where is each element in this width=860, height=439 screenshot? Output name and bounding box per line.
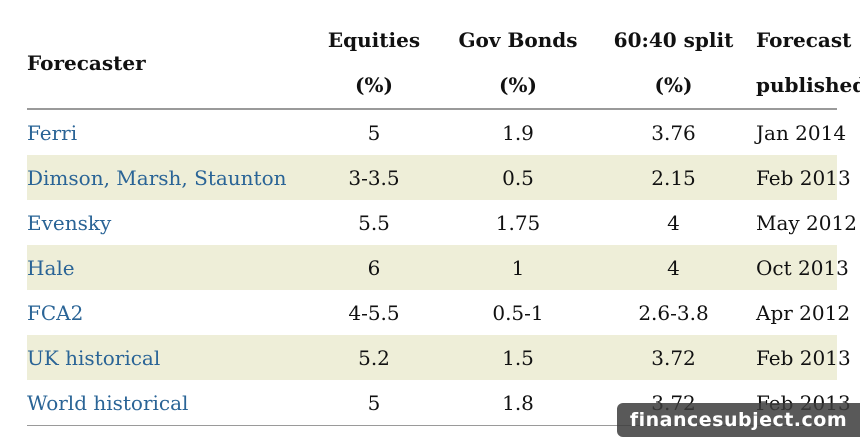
header-gov-bonds-line2: (%)	[499, 73, 537, 97]
table-row: Ferri 5 1.9 3.76 Jan 2014	[27, 109, 847, 155]
gov-bonds-cell: 1	[511, 255, 525, 280]
header-split: 60:40 split (%)	[591, 18, 756, 109]
published-cell: Feb 2013	[756, 345, 851, 370]
table-row: Hale 6 1 4 Oct 2013	[27, 245, 849, 290]
site-watermark: financesubject.com	[617, 403, 860, 437]
forecaster-link[interactable]: Ferri	[27, 120, 78, 145]
forecast-table-container: Forecaster Equities (%) Gov Bonds (%) 60…	[27, 18, 860, 426]
header-equities-line2: (%)	[355, 73, 393, 97]
split-cell: 4	[667, 255, 680, 280]
split-cell: 2.6-3.8	[638, 300, 709, 325]
header-gov-bonds: Gov Bonds (%)	[445, 18, 591, 109]
header-published-line2: published	[756, 73, 860, 97]
published-cell: Jan 2014	[756, 120, 847, 145]
gov-bonds-cell: 1.75	[495, 210, 541, 235]
published-cell: Apr 2012	[756, 300, 851, 325]
equities-cell: 5.5	[358, 210, 390, 235]
gov-bonds-cell: 0.5	[502, 165, 534, 190]
table-row: UK historical 5.2 1.5 3.72 Feb 2013	[27, 335, 851, 380]
header-gov-bonds-line1: Gov Bonds	[458, 28, 578, 52]
gov-bonds-cell: 1.5	[502, 345, 534, 370]
split-cell: 4	[667, 210, 680, 235]
forecaster-link[interactable]: FCA2	[27, 300, 84, 325]
equities-cell: 6	[367, 255, 381, 280]
header-forecaster-label: Forecaster	[27, 50, 146, 75]
split-cell: 2.15	[651, 165, 696, 190]
header-split-line1: 60:40 split	[613, 28, 734, 52]
equities-cell: 3-3.5	[348, 165, 400, 190]
forecaster-link[interactable]: UK historical	[27, 345, 161, 370]
table-row: FCA2 4-5.5 0.5-1 2.6-3.8 Apr 2012	[27, 290, 851, 335]
header-equities: Equities (%)	[303, 18, 445, 109]
forecaster-link[interactable]: Dimson, Marsh, Staunton	[27, 165, 287, 190]
table-row: Dimson, Marsh, Staunton 3-3.5 0.5 2.15 F…	[27, 155, 851, 200]
equities-cell: 5	[367, 390, 381, 415]
gov-bonds-cell: 1.8	[502, 390, 534, 415]
published-cell: Oct 2013	[756, 255, 849, 280]
published-cell: May 2012	[756, 210, 857, 235]
forecaster-link[interactable]: World historical	[27, 390, 189, 415]
split-cell: 3.76	[651, 120, 696, 145]
gov-bonds-cell: 1.9	[502, 120, 534, 145]
equities-cell: 5	[367, 120, 381, 145]
published-cell: Feb 2013	[756, 165, 851, 190]
header-split-line2: (%)	[654, 73, 693, 97]
split-cell: 3.72	[651, 345, 696, 370]
header-published-line1: Forecast	[756, 28, 852, 52]
equities-cell: 5.2	[358, 345, 390, 370]
header-equities-line1: Equities	[327, 28, 421, 52]
returns-forecast-table: Forecaster Equities (%) Gov Bonds (%) 60…	[27, 18, 860, 426]
equities-cell: 4-5.5	[348, 300, 400, 325]
header-forecaster: Forecaster	[27, 18, 303, 109]
forecaster-link[interactable]: Hale	[27, 255, 75, 280]
forecaster-link[interactable]: Evensky	[27, 210, 112, 235]
gov-bonds-cell: 0.5-1	[492, 300, 544, 325]
table-header-row: Forecaster Equities (%) Gov Bonds (%) 60…	[27, 18, 860, 109]
table-row: Evensky 5.5 1.75 4 May 2012	[27, 200, 857, 245]
header-published: Forecast published	[756, 18, 860, 109]
